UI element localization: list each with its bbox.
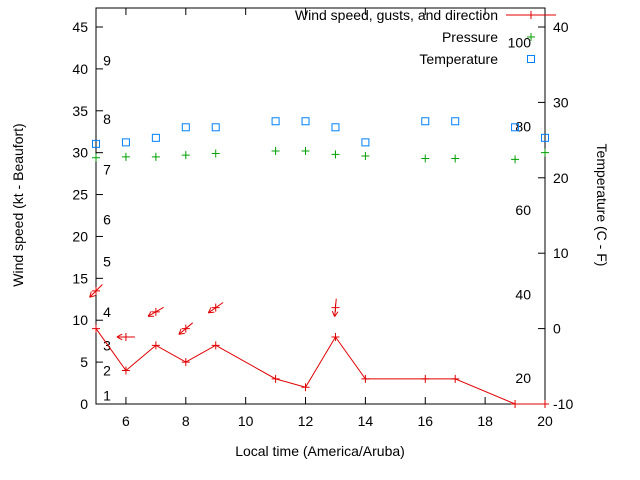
- legend-marker-pressure-plus-icon: [504, 28, 558, 46]
- svg-text:18: 18: [477, 413, 493, 429]
- x-axis-label: Local time (America/Aruba): [235, 443, 405, 459]
- svg-text:20: 20: [515, 370, 531, 386]
- svg-text:12: 12: [298, 413, 314, 429]
- legend-marker-wind-line-plus-icon: [504, 6, 558, 24]
- svg-text:60: 60: [515, 202, 531, 218]
- svg-text:-10: -10: [553, 396, 573, 412]
- legend-marker-temperature-square-icon: [504, 50, 558, 68]
- svg-text:5: 5: [80, 354, 88, 370]
- svg-text:7: 7: [103, 161, 111, 177]
- svg-text:10: 10: [238, 413, 254, 429]
- svg-text:8: 8: [103, 111, 111, 127]
- svg-text:35: 35: [72, 103, 88, 119]
- legend-item-temperature: Temperature: [419, 48, 558, 70]
- svg-text:30: 30: [553, 94, 569, 110]
- svg-text:100: 100: [508, 35, 532, 51]
- legend-label-temperature: Temperature: [419, 51, 498, 67]
- legend-label-pressure: Pressure: [441, 29, 498, 45]
- svg-text:1: 1: [103, 388, 111, 404]
- svg-text:10: 10: [553, 245, 569, 261]
- legend-label-wind: Wind speed, gusts, and direction: [294, 7, 498, 23]
- svg-text:25: 25: [72, 187, 88, 203]
- svg-text:80: 80: [515, 118, 531, 134]
- svg-text:9: 9: [103, 53, 111, 69]
- svg-text:20: 20: [537, 413, 553, 429]
- svg-text:40: 40: [553, 19, 569, 35]
- svg-text:40: 40: [72, 61, 88, 77]
- chart-legend: Wind speed, gusts, and direction Pressur…: [295, 4, 558, 70]
- svg-text:0: 0: [80, 396, 88, 412]
- y-axis-label-left: Wind speed (kt - Beaufort): [10, 123, 26, 287]
- svg-text:6: 6: [103, 212, 111, 228]
- svg-text:3: 3: [103, 337, 111, 353]
- svg-text:4: 4: [103, 304, 111, 320]
- svg-text:15: 15: [72, 270, 88, 286]
- svg-text:30: 30: [72, 145, 88, 161]
- svg-text:16: 16: [417, 413, 433, 429]
- legend-item-wind: Wind speed, gusts, and direction: [295, 4, 558, 26]
- svg-text:20: 20: [553, 170, 569, 186]
- svg-text:0: 0: [553, 321, 561, 337]
- svg-text:6: 6: [122, 413, 130, 429]
- svg-text:45: 45: [72, 19, 88, 35]
- legend-item-pressure: Pressure: [442, 26, 558, 48]
- svg-text:5: 5: [103, 254, 111, 270]
- svg-text:2: 2: [103, 362, 111, 378]
- svg-text:14: 14: [358, 413, 374, 429]
- y-axis-label-right: Temperature (C - F): [594, 143, 610, 267]
- svg-text:20: 20: [72, 228, 88, 244]
- svg-text:40: 40: [515, 286, 531, 302]
- svg-text:8: 8: [182, 413, 190, 429]
- svg-text:10: 10: [72, 312, 88, 328]
